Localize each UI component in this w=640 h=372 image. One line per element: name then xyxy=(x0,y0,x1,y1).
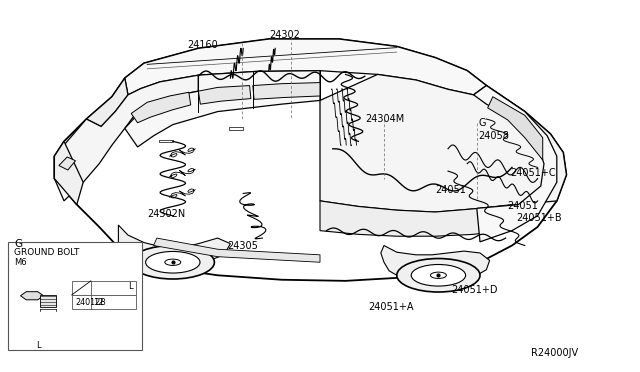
Text: 24051+D: 24051+D xyxy=(451,285,498,295)
Ellipse shape xyxy=(131,246,214,279)
Polygon shape xyxy=(198,86,251,104)
Polygon shape xyxy=(320,201,518,236)
Text: L: L xyxy=(128,282,133,291)
Text: G: G xyxy=(479,118,486,128)
Text: 24051+A: 24051+A xyxy=(368,302,413,312)
Polygon shape xyxy=(54,75,198,201)
Polygon shape xyxy=(59,157,76,170)
Text: 24160: 24160 xyxy=(187,40,218,49)
Bar xyxy=(8,242,142,350)
Text: 24302: 24302 xyxy=(269,31,300,40)
Bar xyxy=(72,295,136,309)
Polygon shape xyxy=(125,39,486,95)
Text: 24012B: 24012B xyxy=(75,298,106,307)
Ellipse shape xyxy=(412,264,466,286)
Text: 24051: 24051 xyxy=(435,185,466,195)
Text: 12: 12 xyxy=(93,298,104,307)
Text: R24000JV: R24000JV xyxy=(531,349,579,358)
Text: 24051: 24051 xyxy=(508,201,538,211)
Bar xyxy=(72,281,136,295)
Polygon shape xyxy=(320,74,566,212)
Polygon shape xyxy=(154,238,320,262)
Polygon shape xyxy=(125,71,320,147)
Text: 24051+C: 24051+C xyxy=(511,168,556,178)
Polygon shape xyxy=(381,246,490,282)
Text: 24304M: 24304M xyxy=(365,114,404,124)
Ellipse shape xyxy=(431,272,447,278)
Text: L: L xyxy=(36,341,41,350)
Polygon shape xyxy=(118,225,230,264)
Polygon shape xyxy=(131,92,191,123)
Text: 24058: 24058 xyxy=(479,131,509,141)
Text: 24051+B: 24051+B xyxy=(516,213,561,222)
Polygon shape xyxy=(54,141,83,205)
Polygon shape xyxy=(474,86,557,242)
Polygon shape xyxy=(253,83,320,99)
Text: 24302N: 24302N xyxy=(147,209,186,219)
Bar xyxy=(229,127,243,130)
Polygon shape xyxy=(54,39,566,281)
Text: G: G xyxy=(14,239,22,249)
Ellipse shape xyxy=(397,259,480,292)
Ellipse shape xyxy=(146,251,200,273)
Polygon shape xyxy=(86,78,128,126)
Text: GROUND BOLT: GROUND BOLT xyxy=(14,248,79,257)
Polygon shape xyxy=(488,97,543,160)
Polygon shape xyxy=(20,292,44,300)
Text: 24305: 24305 xyxy=(227,241,258,250)
Bar xyxy=(159,140,173,142)
Text: M6: M6 xyxy=(14,258,27,267)
Bar xyxy=(40,295,56,307)
Ellipse shape xyxy=(165,259,181,266)
